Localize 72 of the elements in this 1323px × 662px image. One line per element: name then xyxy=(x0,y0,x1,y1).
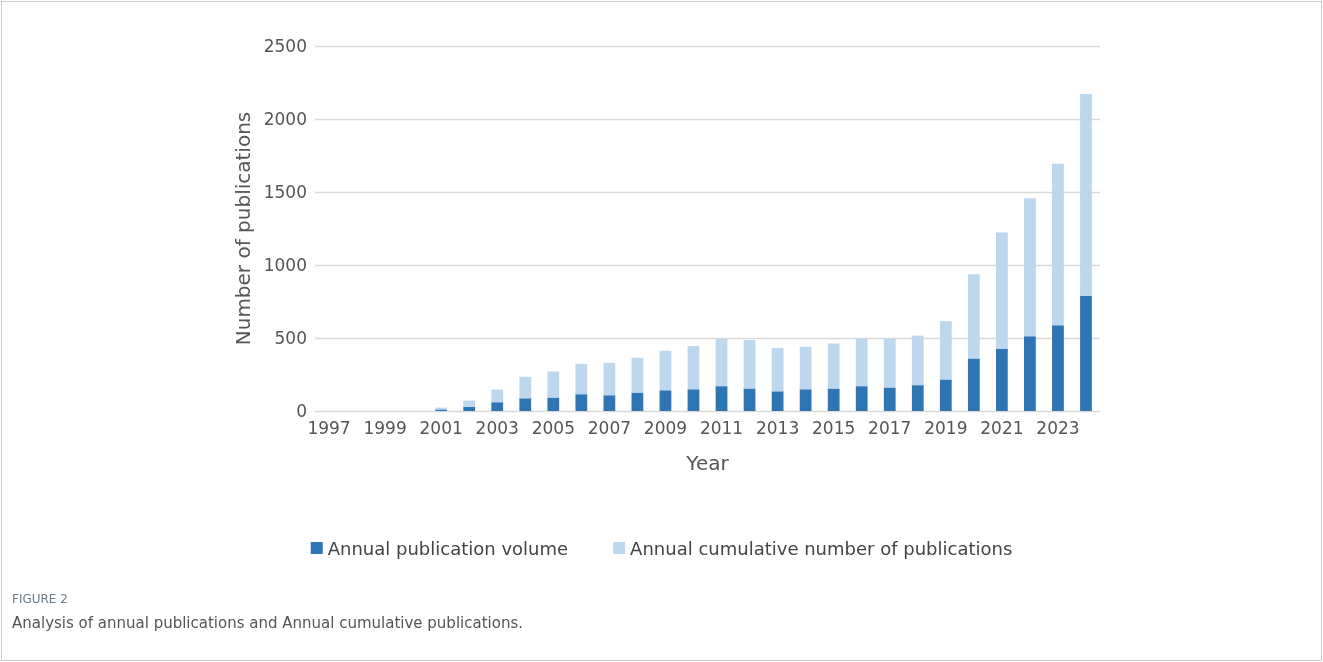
legend-label: Annual publication volume xyxy=(327,537,569,559)
x-tick-label: 2019 xyxy=(924,417,968,438)
x-tick-label: 2001 xyxy=(419,417,463,438)
bar xyxy=(631,392,644,411)
bar xyxy=(575,394,588,411)
bar xyxy=(687,389,700,411)
y-tick-label: 500 xyxy=(274,328,307,348)
bar xyxy=(995,232,1008,349)
bar xyxy=(911,385,924,411)
y-tick-label: 1500 xyxy=(263,182,307,202)
bar xyxy=(519,398,532,411)
bar xyxy=(463,400,476,407)
y-axis-title: Number of publications xyxy=(230,111,255,346)
y-tick-label: 2500 xyxy=(263,36,307,56)
bar xyxy=(519,376,532,399)
bar xyxy=(491,389,504,403)
bar xyxy=(799,346,812,390)
legend-label: Annual cumulative number of publications xyxy=(630,537,1013,559)
bar xyxy=(771,391,784,411)
bar xyxy=(967,358,980,411)
bar xyxy=(1052,163,1064,326)
bar xyxy=(883,387,896,411)
y-tick-label: 1000 xyxy=(263,255,307,275)
y-tick-label: 2000 xyxy=(263,109,307,129)
bar xyxy=(799,389,812,411)
bar xyxy=(603,395,616,411)
x-tick-label: 2007 xyxy=(587,417,632,438)
bar xyxy=(659,350,672,391)
x-tick-label: 2013 xyxy=(755,417,800,438)
x-tick-label: 2015 xyxy=(812,417,856,438)
bar xyxy=(743,388,756,411)
bar xyxy=(547,397,560,411)
bar xyxy=(827,343,840,389)
bar xyxy=(631,357,644,393)
bar xyxy=(743,340,756,389)
bar xyxy=(939,321,952,380)
text: Analysis of annual publications and Annual cumulative publications. xyxy=(12,614,523,632)
bar xyxy=(1052,325,1064,411)
x-tick-label: 2017 xyxy=(868,417,912,438)
x-tick-label: 2003 xyxy=(475,417,519,438)
x-tick-label: 1999 xyxy=(363,417,407,438)
bar xyxy=(827,388,840,411)
x-tick-label: 2009 xyxy=(643,417,688,438)
x-tick-label: 1997 xyxy=(307,417,351,438)
bar xyxy=(967,274,980,359)
bar xyxy=(995,348,1008,411)
bar xyxy=(1080,295,1092,411)
y-tick-label: 0 xyxy=(296,401,307,421)
bar xyxy=(687,346,700,390)
bar xyxy=(659,390,672,411)
bar xyxy=(939,379,952,411)
bar xyxy=(575,363,588,395)
bar xyxy=(1024,198,1036,337)
x-axis-title: Year xyxy=(685,451,730,475)
bar xyxy=(715,386,728,411)
bar xyxy=(1080,93,1092,296)
bar xyxy=(883,338,896,388)
caption: FIGURE 2 xyxy=(12,592,68,606)
x-tick-label: 2011 xyxy=(699,417,744,438)
bar xyxy=(603,362,616,396)
x-tick-label: 2021 xyxy=(980,417,1024,438)
bar xyxy=(1024,336,1036,411)
x-tick-label: 2023 xyxy=(1036,417,1080,438)
bar xyxy=(911,335,924,386)
bar xyxy=(463,406,476,411)
bar xyxy=(855,338,868,387)
bar xyxy=(771,348,784,392)
x-tick-label: 2005 xyxy=(531,417,575,438)
bar xyxy=(547,371,560,398)
bar xyxy=(715,338,728,387)
bar xyxy=(855,386,868,411)
bar xyxy=(491,402,504,411)
